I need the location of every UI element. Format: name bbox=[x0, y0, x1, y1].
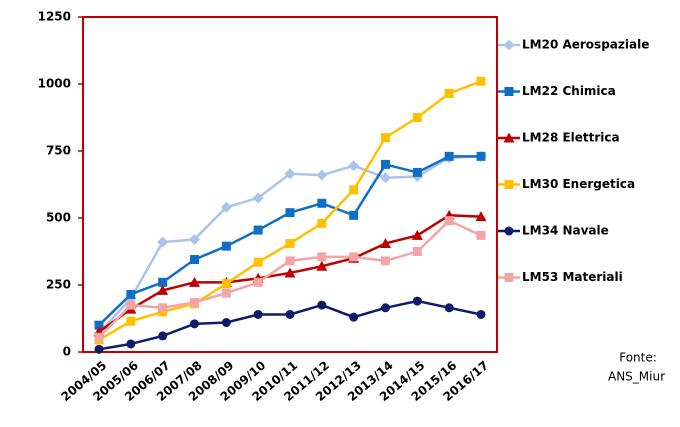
data-point bbox=[221, 241, 231, 251]
data-point bbox=[190, 255, 199, 265]
legend-marker bbox=[504, 180, 514, 189]
data-point bbox=[412, 247, 422, 256]
legend-marker bbox=[504, 273, 514, 282]
source: Fonte: bbox=[619, 351, 657, 365]
data-point bbox=[444, 216, 454, 226]
data-point bbox=[285, 309, 295, 319]
y-tick-label: 250 bbox=[46, 278, 71, 292]
data-point bbox=[158, 277, 168, 287]
data-point bbox=[94, 320, 104, 330]
data-point bbox=[284, 267, 296, 278]
data-point bbox=[476, 230, 486, 240]
source: ANS_Miur bbox=[608, 370, 665, 384]
legend-marker bbox=[504, 226, 514, 236]
data-point bbox=[94, 332, 104, 342]
legend-marker bbox=[503, 132, 515, 143]
data-point bbox=[126, 300, 136, 310]
data-point bbox=[221, 279, 231, 289]
legend-label: LM53 Materiali bbox=[522, 270, 623, 284]
data-point bbox=[252, 192, 264, 204]
y-tick-label: 0 bbox=[63, 345, 71, 359]
data-point bbox=[381, 256, 390, 266]
data-point bbox=[412, 113, 422, 122]
data-point bbox=[444, 88, 454, 98]
data-point bbox=[189, 276, 200, 287]
data-point bbox=[476, 151, 486, 161]
plot-border bbox=[82, 16, 498, 353]
data-point bbox=[349, 312, 359, 322]
data-point bbox=[220, 201, 232, 213]
data-point bbox=[380, 237, 391, 248]
data-point bbox=[94, 344, 104, 354]
data-point bbox=[317, 300, 327, 310]
data-point bbox=[380, 172, 391, 184]
legend-marker bbox=[504, 87, 514, 96]
data-point bbox=[253, 257, 263, 267]
data-point bbox=[381, 133, 390, 143]
data-point bbox=[158, 331, 168, 341]
data-point bbox=[317, 218, 327, 228]
data-point bbox=[221, 288, 231, 298]
data-point bbox=[349, 210, 359, 220]
data-point bbox=[253, 309, 263, 319]
data-point bbox=[316, 169, 328, 181]
data-point bbox=[476, 76, 486, 86]
legend-label: LM30 Energetica bbox=[522, 177, 635, 191]
data-point bbox=[381, 159, 390, 169]
data-point bbox=[444, 151, 454, 161]
data-point bbox=[411, 229, 423, 240]
data-point bbox=[157, 284, 169, 295]
data-point bbox=[348, 160, 360, 172]
data-point bbox=[317, 198, 327, 208]
data-point bbox=[349, 185, 359, 195]
legend-label: LM28 Elettrica bbox=[522, 131, 620, 145]
data-point bbox=[317, 252, 327, 262]
legend-label: LM22 Chimica bbox=[522, 84, 616, 98]
data-point bbox=[190, 297, 199, 307]
data-point bbox=[253, 225, 263, 235]
data-point bbox=[253, 277, 263, 287]
data-point bbox=[285, 208, 295, 218]
data-point bbox=[412, 296, 422, 306]
data-point bbox=[285, 238, 295, 248]
data-point bbox=[349, 252, 359, 262]
legend-marker bbox=[503, 39, 515, 51]
legend-label: LM20 Aerospaziale bbox=[522, 38, 649, 52]
data-point bbox=[126, 289, 136, 299]
data-point bbox=[284, 168, 296, 180]
data-point bbox=[158, 303, 168, 313]
data-point bbox=[412, 167, 422, 177]
y-tick-label: 750 bbox=[46, 144, 71, 158]
series-line bbox=[98, 219, 482, 339]
y-tick-label: 1250 bbox=[38, 10, 71, 24]
data-point bbox=[444, 303, 454, 313]
data-point bbox=[157, 236, 169, 248]
data-point bbox=[316, 260, 328, 271]
data-point bbox=[189, 233, 200, 245]
y-tick-label: 500 bbox=[46, 211, 71, 225]
y-tick-label: 1000 bbox=[38, 77, 71, 91]
data-point bbox=[126, 339, 136, 349]
data-point bbox=[126, 316, 136, 326]
data-point bbox=[475, 211, 487, 222]
data-point bbox=[221, 318, 231, 328]
data-point bbox=[381, 303, 390, 313]
data-point bbox=[476, 309, 486, 319]
data-point bbox=[190, 319, 199, 329]
legend-label: LM34 Navale bbox=[522, 224, 609, 238]
data-point bbox=[285, 256, 295, 266]
